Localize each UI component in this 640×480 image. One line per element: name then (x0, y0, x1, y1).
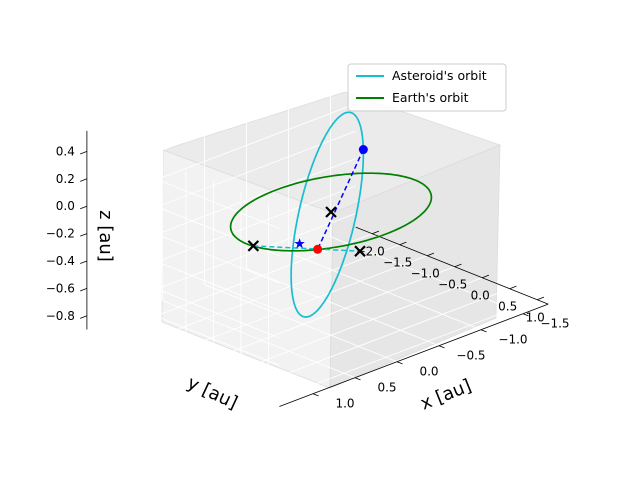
node-upper-marker (247, 240, 260, 252)
z-tick-label: −0.2 (46, 227, 75, 241)
y-axis-label: y [au] (184, 372, 241, 413)
x-tick-label: 0.5 (498, 300, 517, 314)
gridline-z (86, 103, 356, 207)
gridline-x (130, 244, 400, 348)
earth-position-marker (313, 244, 323, 254)
gridline-z (86, 150, 280, 229)
axis-lines (86, 130, 549, 407)
y-tick-label: 0.0 (419, 365, 438, 379)
gridline-x (185, 266, 455, 370)
asteroid-position-marker (358, 145, 368, 155)
gridline-z (86, 48, 356, 152)
x-tick-label: 0.0 (471, 289, 490, 303)
x-tick-label: −1.5 (383, 256, 412, 270)
z-tick (80, 260, 88, 264)
z-tick-label: −0.6 (46, 281, 75, 295)
gridline-z (86, 158, 356, 262)
x-tick (454, 263, 462, 268)
x-tick (537, 296, 545, 301)
y-tick (354, 377, 361, 381)
y-tick-label: −1.0 (498, 333, 527, 347)
gridline-y (162, 300, 356, 379)
gridline-z (86, 260, 280, 339)
z-tick-label: −0.8 (46, 309, 75, 323)
z-tick-label: 0.4 (56, 144, 75, 158)
x-tick (427, 252, 435, 257)
x-tick-label: −0.5 (438, 278, 467, 292)
y-tick (312, 393, 319, 397)
gridline-y (204, 284, 398, 363)
closest-approach-earth-marker (294, 238, 305, 249)
z-tick (80, 233, 88, 237)
x-axis-label: x [au] (418, 375, 475, 414)
legend-frame (347, 63, 507, 112)
legend-earth-label: Earth's orbit (392, 90, 469, 105)
pane-right (329, 144, 501, 389)
x-axis-line (355, 226, 549, 305)
points-layer (247, 145, 368, 257)
gridline-y (246, 268, 440, 347)
y-tick (480, 329, 487, 333)
gridline-z (86, 185, 356, 289)
x-tick-label: 1.0 (526, 311, 545, 325)
y-tick (522, 313, 529, 317)
gridline-x (268, 299, 538, 403)
x-tick (509, 285, 517, 290)
z-tick-label: −0.4 (46, 254, 75, 268)
z-tick (80, 151, 88, 155)
gridline-z (86, 178, 280, 257)
gridlines (86, 38, 538, 403)
y-tick-label: −0.5 (456, 349, 485, 363)
x-tick (399, 241, 407, 246)
legend-asteroid-label: Asteroid's orbit (392, 68, 487, 83)
line-of-nodes-line (253, 245, 361, 252)
y-tick-label: −1.5 (540, 317, 569, 331)
y-tick (438, 345, 445, 349)
position-link-line (316, 149, 365, 250)
gridline-z (86, 315, 280, 394)
z-tick-label: 0.0 (56, 199, 75, 213)
gridline-y (120, 316, 314, 395)
gridline-y (288, 252, 482, 331)
y-tick-label: 1.0 (335, 397, 354, 411)
z-tick (80, 205, 88, 210)
legend: Asteroid's orbit Earth's orbit (347, 63, 507, 112)
z-tick (80, 315, 88, 319)
z-tick-label: 0.2 (56, 172, 75, 186)
x-tick (482, 274, 490, 279)
gridline-x (213, 277, 483, 381)
gridline-z (86, 287, 280, 366)
x-tick (372, 230, 380, 235)
gridline-z (86, 212, 356, 317)
gridline-x (103, 233, 373, 337)
y-tick (396, 361, 403, 365)
gridline-z (86, 75, 356, 180)
z-axis-label: z [au] (95, 210, 116, 262)
gridline-z (86, 205, 280, 284)
tick-marks: −2.0−1.5−1.0−0.50.00.51.01.00.50.0−0.5−1… (46, 144, 570, 410)
gridline-x (158, 255, 428, 359)
z-tick (80, 288, 88, 292)
origin-marker (325, 206, 337, 218)
y-tick-label: 0.5 (377, 381, 396, 395)
node-lower-marker (354, 245, 366, 257)
z-tick (80, 178, 88, 182)
gridline-z (86, 130, 356, 235)
gridline-z (86, 233, 280, 312)
earth-orbit-line (229, 172, 433, 252)
gridline-x (240, 288, 510, 392)
y-axis-line (279, 303, 549, 407)
x-tick-label: −1.0 (411, 267, 440, 281)
